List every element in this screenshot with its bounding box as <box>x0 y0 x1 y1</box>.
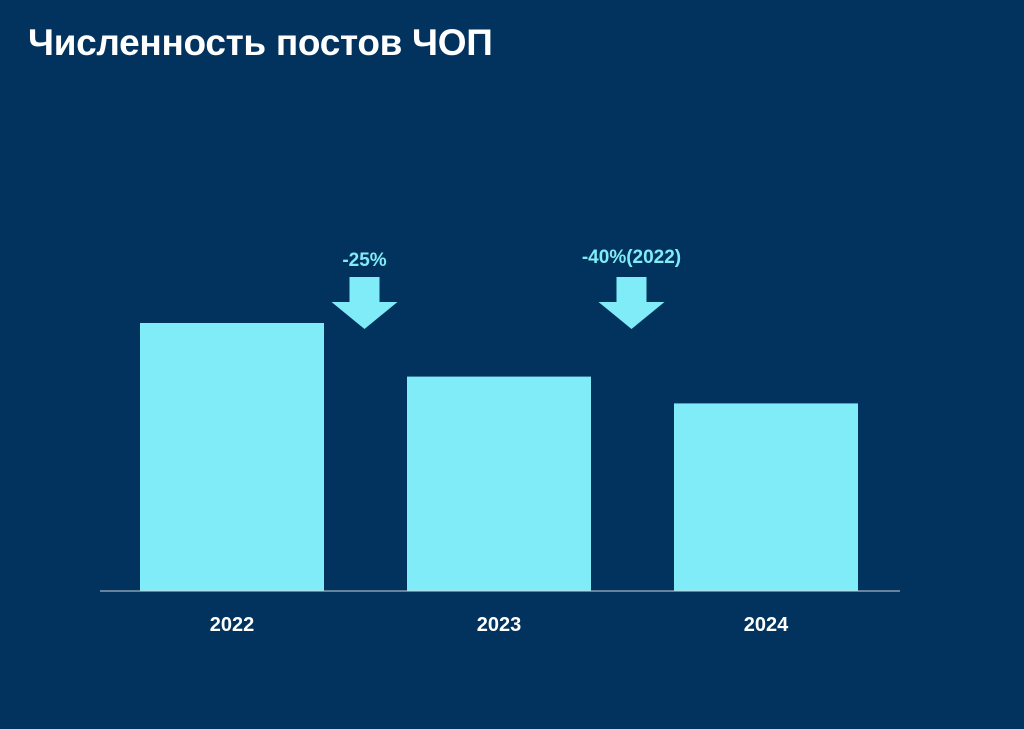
x-tick-label: 2024 <box>744 614 789 636</box>
bar-2022 <box>140 323 324 591</box>
bars-group <box>140 323 858 591</box>
annotation-label: -40%(2022) <box>582 247 681 268</box>
down-arrow-icon <box>598 277 665 329</box>
bar-2023 <box>407 376 591 591</box>
bar-2024 <box>674 403 858 591</box>
annotation-label: -25% <box>342 250 386 271</box>
x-axis-tick-labels: 2022 2023 2024 <box>210 614 789 636</box>
x-tick-label: 2023 <box>477 614 522 636</box>
chart-title: Численность постов ЧОП <box>28 22 493 63</box>
annotations-group: -25% -40%(2022) <box>331 247 681 329</box>
down-arrow-icon <box>331 277 398 329</box>
x-tick-label: 2022 <box>210 614 255 636</box>
